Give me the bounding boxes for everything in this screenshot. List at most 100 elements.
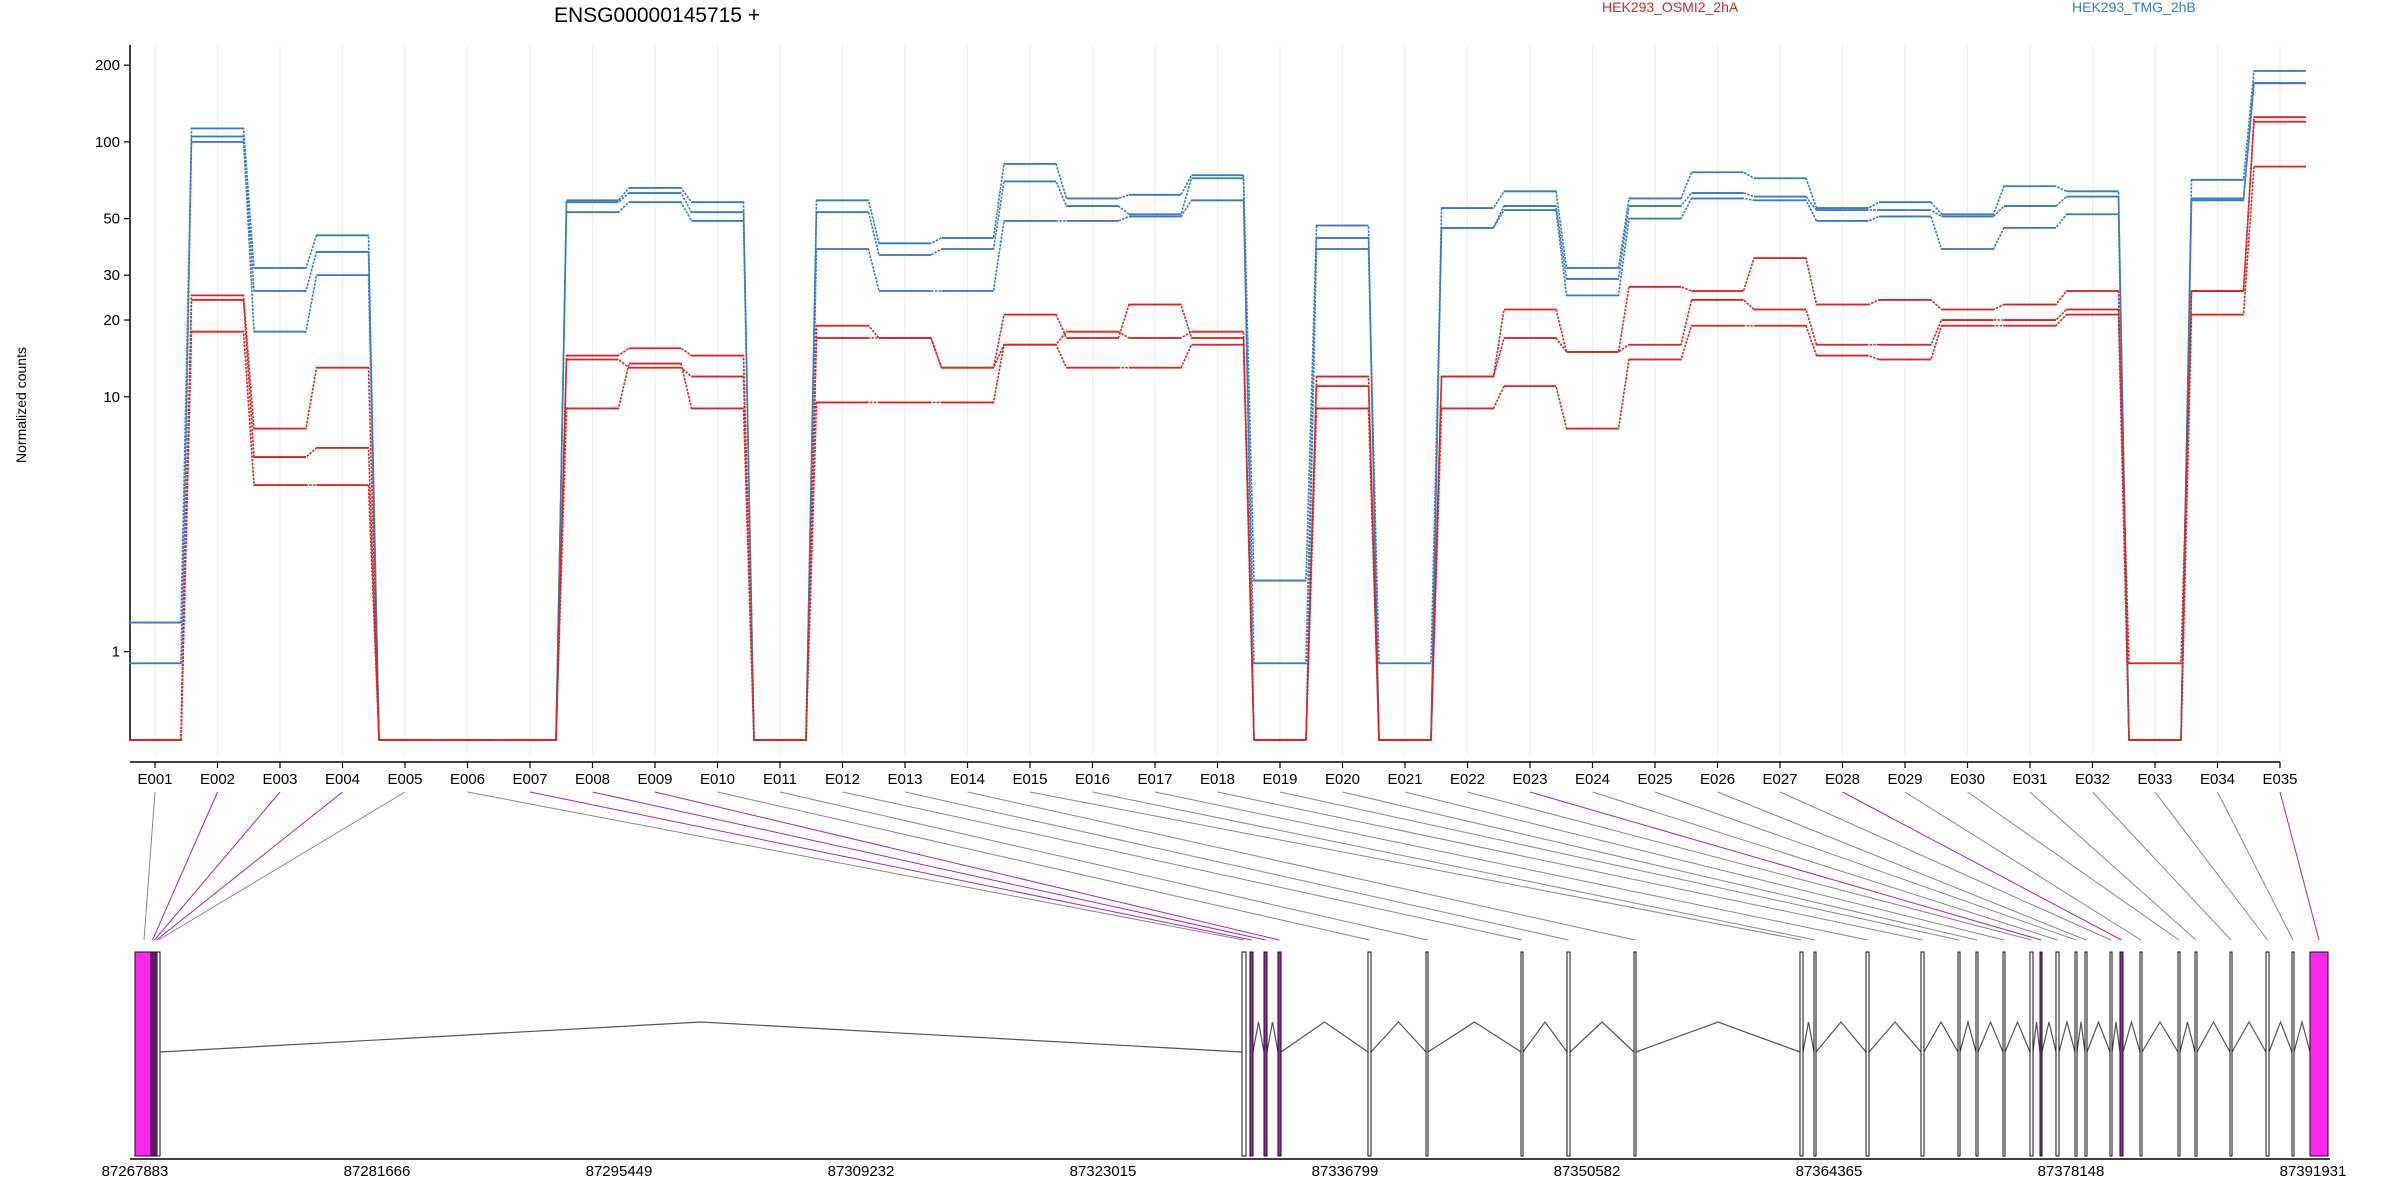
intron-28: [2122, 1019, 2141, 1053]
connector-e004: [156, 791, 343, 941]
intron-22: [2032, 1021, 2041, 1053]
exon-box-e018: [1920, 951, 1925, 1157]
exon-connectors: [143, 791, 2320, 941]
intron-9: [1280, 1021, 1369, 1053]
connector-e013: [904, 791, 1569, 941]
coordinate-tick-label-9: 87378148: [2038, 1163, 2105, 1180]
connector-e027: [1779, 791, 2112, 941]
x-tick-label-e026: E026: [1700, 771, 1735, 788]
exon-box-e007: [1249, 951, 1254, 1157]
exon-box-e017: [1865, 951, 1870, 1157]
connector-e025: [1654, 791, 2077, 941]
connector-e016: [1092, 791, 1816, 941]
exon-box-e032: [2229, 951, 2233, 1157]
intron-13: [1569, 1021, 1635, 1053]
exon-box-e022: [2029, 951, 2034, 1157]
x-tick-label-e016: E016: [1075, 771, 1110, 788]
x-tick-label-e032: E032: [2075, 771, 2110, 788]
x-tick-label-e014: E014: [950, 771, 985, 788]
intron-27: [2111, 1021, 2121, 1053]
connector-e006: [467, 791, 1245, 941]
coordinate-tick-label-5: 87323015: [1070, 1163, 1137, 1180]
connector-e024: [1592, 791, 2058, 941]
connector-e023: [1529, 791, 2042, 941]
connector-e017: [1154, 791, 1868, 941]
exon-box-e001: [134, 951, 154, 1157]
connector-e014: [967, 791, 1636, 941]
y-axis-label: Normalized counts: [13, 347, 29, 463]
intron-17: [1868, 1021, 1922, 1053]
connector-e029: [1904, 791, 2142, 941]
intron-33: [2268, 1020, 2293, 1053]
y-tick-label-1: 1: [112, 644, 120, 661]
x-tick-label-e025: E025: [1637, 771, 1672, 788]
exon-box-e030: [2177, 951, 2181, 1157]
y-tick-label-20: 20: [103, 312, 120, 329]
x-tick-label-e013: E013: [887, 771, 922, 788]
connector-e022: [1467, 791, 2032, 941]
connector-e026: [1717, 791, 2087, 941]
legend-label-osmi2: HEK293_OSMI2_2hA: [1602, 0, 1739, 15]
x-tick-label-e006: E006: [450, 771, 485, 788]
x-tick-label-e028: E028: [1825, 771, 1860, 788]
connector-e031: [2029, 791, 2197, 941]
x-tick-label-e005: E005: [387, 771, 422, 788]
intron-12: [1522, 1020, 1568, 1053]
coordinate-tick-label-6: 87336799: [1312, 1163, 1379, 1180]
x-tick-label-e029: E029: [1887, 771, 1922, 788]
x-tick-label-e018: E018: [1200, 771, 1235, 788]
connector-e019: [1279, 791, 1960, 941]
x-tick-label-e007: E007: [512, 771, 547, 788]
connector-e007: [529, 791, 1252, 941]
series-line-2: [129, 82, 2306, 741]
connector-e011: [779, 791, 1428, 941]
x-tick-label-e020: E020: [1325, 771, 1360, 788]
coordinate-tick-label-8: 87364365: [1796, 1163, 1863, 1180]
connector-e035: [2279, 791, 2320, 941]
intron-29: [2141, 1020, 2179, 1053]
exon-box-e024: [2055, 951, 2060, 1157]
intron-24: [2058, 1019, 2076, 1053]
connector-e008: [592, 791, 1266, 941]
connector-e030: [1967, 791, 2180, 941]
connector-e005: [158, 791, 406, 941]
connector-e018: [1217, 791, 1923, 941]
coordinate-tick-label-1: 87267883: [102, 1163, 169, 1180]
gene-model: [134, 951, 2329, 1157]
exon-box-e034: [2291, 951, 2295, 1157]
connector-e020: [1342, 791, 1978, 941]
y-tick-label-100: 100: [95, 134, 120, 151]
genomic-coordinate-axis: 87267883 87281666 87295449 87309232 87323015…: [102, 1158, 2347, 1180]
x-tick-label-e027: E027: [1762, 771, 1797, 788]
x-tick-label-e033: E033: [2137, 771, 2172, 788]
connector-e033: [2154, 791, 2268, 941]
coordinate-tick-label-10: 87391931: [2280, 1163, 2347, 1180]
exon-box-e028: [2119, 951, 2124, 1157]
intron-16: [1815, 1021, 1867, 1053]
x-tick-label-e024: E024: [1575, 771, 1610, 788]
x-tick-label-e022: E022: [1450, 771, 1485, 788]
exon-box-e029: [2139, 951, 2143, 1157]
intron-31: [2196, 1020, 2231, 1053]
y-tick-label-10: 10: [103, 389, 120, 406]
intron-30: [2179, 1021, 2196, 1053]
connector-e012: [842, 791, 1523, 941]
connector-e034: [2217, 791, 2294, 941]
connector-e002: [152, 791, 218, 941]
intron-15: [1802, 1021, 1815, 1053]
x-tick-label-e023: E023: [1512, 771, 1547, 788]
intron-10: [1370, 1021, 1427, 1053]
x-tick-label-e011: E011: [763, 771, 797, 788]
coordinate-tick-label-2: 87281666: [344, 1163, 411, 1180]
connector-e001: [143, 791, 156, 941]
connector-e009: [654, 791, 1280, 941]
x-tick-label-e010: E010: [700, 771, 735, 788]
intron-23: [2041, 1021, 2057, 1053]
exon-box-e015: [1799, 951, 1804, 1157]
plot-axes: [129, 45, 2280, 763]
exon-box-e020: [1975, 951, 1979, 1157]
intron-11: [1427, 1021, 1522, 1053]
x-tick-label-e009: E009: [637, 771, 672, 788]
grid-lines: [154, 45, 2281, 755]
